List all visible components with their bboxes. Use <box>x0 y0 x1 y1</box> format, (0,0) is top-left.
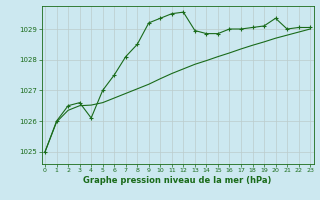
X-axis label: Graphe pression niveau de la mer (hPa): Graphe pression niveau de la mer (hPa) <box>84 176 272 185</box>
